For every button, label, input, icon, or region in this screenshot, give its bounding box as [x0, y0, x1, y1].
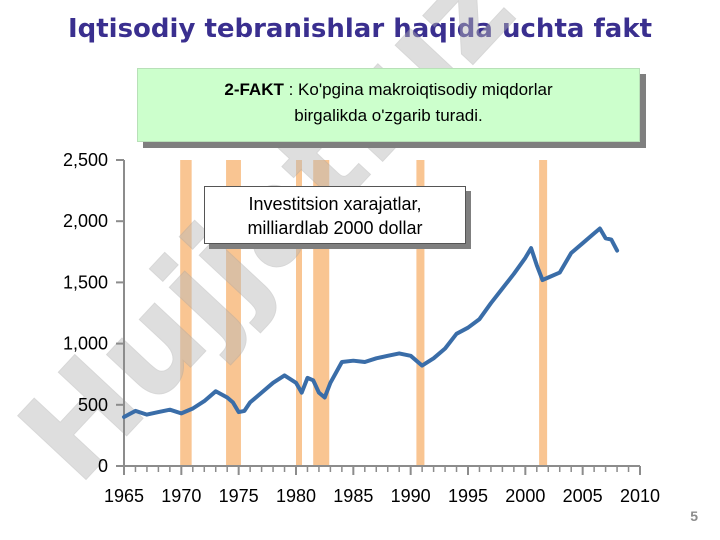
y-tick-label: 1,500: [63, 272, 108, 292]
y-tick-label: 1,000: [63, 334, 108, 354]
y-tick-label: 500: [78, 395, 108, 415]
series: [122, 226, 620, 419]
fact-box: 2-FAKT : Ko'pgina makroiqtisodiy miqdorl…: [137, 68, 640, 142]
legend-text-2: milliardlab 2000 dollar: [247, 218, 423, 238]
fact-text-2: birgalikda o'zgarib turadi.: [294, 106, 483, 125]
recession-band: [539, 160, 548, 466]
page-number: 5: [690, 508, 698, 524]
x-tick-label: 1995: [448, 486, 488, 506]
x-tick-label: 1965: [104, 486, 144, 506]
x-tick-label: 2005: [563, 486, 603, 506]
investment-series-line: [122, 226, 620, 419]
y-tick-label: 2,000: [63, 211, 108, 231]
x-tick-label: 2010: [620, 486, 660, 506]
legend-text-1: Investitsion xarajatlar,: [248, 194, 422, 214]
y-tick-label: 0: [98, 456, 108, 476]
recession-band: [416, 160, 425, 466]
x-tick-label: 2000: [505, 486, 545, 506]
fact-text-1: : Ko'pgina makroiqtisodiy miqdorlar: [283, 80, 553, 99]
slide-title: Iqtisodiy tebranishlar haqida uchta fakt: [67, 14, 653, 44]
fact-label: 2-FAKT: [224, 80, 284, 99]
x-tick-label: 1970: [161, 486, 201, 506]
legend-box: Investitsion xarajatlar, milliardlab 200…: [204, 186, 466, 244]
axes: 0 500 1,000 1,500 2,000 2,500 1965 1970 1975 1980…: [63, 150, 660, 506]
recession-band: [180, 160, 192, 466]
x-tick-label: 1985: [333, 486, 373, 506]
recession-band: [296, 160, 302, 466]
x-tick-label: 1990: [391, 486, 431, 506]
y-tick-label: 2,500: [63, 150, 108, 170]
x-tick-label: 1975: [219, 486, 259, 506]
x-tick-label: 1980: [276, 486, 316, 506]
